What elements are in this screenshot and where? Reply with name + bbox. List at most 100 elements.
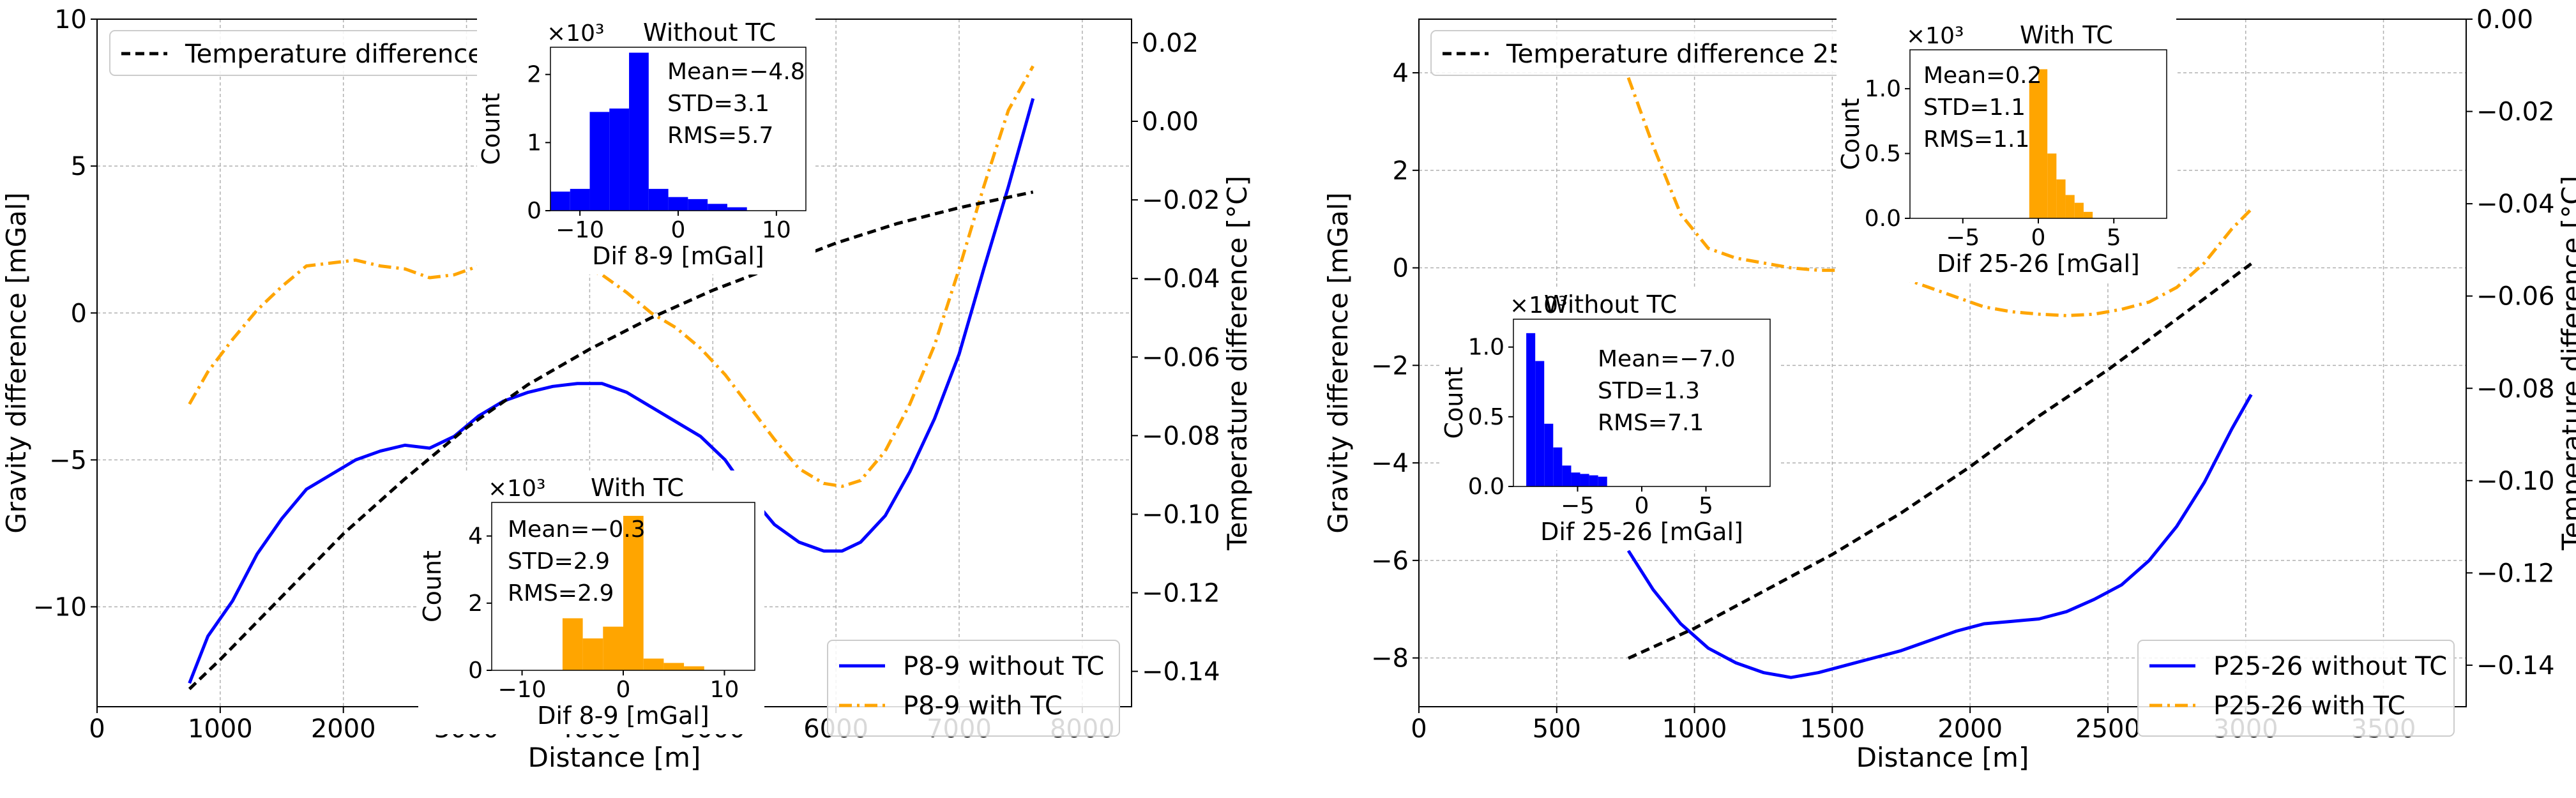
inset-stat-text: RMS=5.7 (667, 123, 773, 149)
inset-title: Without TC (1544, 290, 1677, 319)
x-tick-label: 0 (1411, 714, 1427, 744)
inset-y-label: Count (1837, 98, 1865, 170)
inset-x-tick-label: 10 (710, 677, 739, 703)
y-tick-label: 5 (71, 152, 87, 181)
legend-entry-label: P25-26 with TC (2213, 691, 2406, 721)
y2-tick-label: −0.10 (1142, 500, 1220, 529)
legend-entry-label: P25-26 without TC (2213, 652, 2447, 681)
legend-entry-label: P8-9 with TC (903, 691, 1063, 721)
series-line-temperature-difference-8-9 (188, 190, 1034, 691)
y-tick-label: 0 (71, 299, 87, 328)
y2-tick-label: −0.10 (2476, 467, 2555, 496)
inset-x-label: Dif 8-9 [mGal] (537, 702, 709, 730)
histogram-bar (1580, 474, 1589, 486)
inset-x-tick-label: 0 (616, 677, 631, 703)
inset-histogram-2: −10 0 10 0 2 4×10³ With TC Dif 8-9 [mGal] Count M… (418, 471, 764, 734)
inset-y-tick-label: 0.5 (1468, 404, 1504, 430)
inset-y-label: Count (477, 93, 505, 165)
x-tick-label: 1500 (1799, 714, 1865, 744)
legend-entry-label: P8-9 without TC (903, 652, 1104, 681)
inset-stat-text: RMS=7.1 (1598, 410, 1704, 436)
histogram-bar (643, 658, 664, 670)
y2-tick-label: −0.12 (1142, 579, 1220, 608)
y2-tick-label: 0.00 (2476, 5, 2533, 34)
legend-lower-frame (2137, 640, 2455, 737)
histogram-bar (1589, 475, 1598, 486)
inset-y-tick-label: 1.0 (1865, 76, 1901, 102)
y-tick-label: −5 (49, 446, 87, 475)
y-axis-label: Gravity difference [mGal] (1, 192, 32, 534)
y2-tick-label: −0.08 (2476, 374, 2555, 403)
inset-y-tick-label: 0 (527, 198, 542, 224)
inset-x-label: Dif 25-26 [mGal] (1937, 250, 2140, 278)
y2-tick-label: −0.06 (2476, 282, 2555, 312)
inset-stat-text: STD=2.9 (508, 548, 610, 575)
inset-x-tick-label: −5 (1946, 225, 1980, 251)
histogram-bar (668, 197, 688, 211)
y2-tick-label: −0.08 (1142, 421, 1220, 451)
histogram-bar (582, 638, 603, 670)
y-tick-label: 2 (1393, 156, 1409, 186)
inset-x-tick-label: 5 (1699, 493, 1713, 519)
y2-tick-label: 0.02 (1142, 29, 1199, 58)
histogram-bar (648, 188, 669, 211)
inset-stat-text: STD=1.3 (1598, 378, 1700, 404)
inset-stat-text: RMS=1.1 (1923, 126, 2029, 153)
inset-x-tick-label: 0 (1635, 493, 1649, 519)
inset-x-tick-label: −5 (1561, 493, 1595, 519)
histogram-bar (562, 618, 583, 670)
histogram-bar (2047, 153, 2057, 218)
histogram-bar (684, 666, 704, 670)
y-tick-label: 0 (1393, 254, 1409, 283)
inset-stat-text: RMS=2.9 (508, 580, 614, 606)
histogram-bar (629, 52, 649, 211)
inset-stat-text: Mean=−4.8 (667, 59, 805, 85)
inset-x-label: Dif 25-26 [mGal] (1540, 518, 1743, 546)
inset-histogram-1: −5 0 5 0.0 0.5 1.0 ×10³ With TC Dif 25-26 [mGal]… (1837, 18, 2176, 282)
inset-y-label: Count (418, 550, 446, 622)
inset-background (1440, 287, 1780, 550)
x-tick-label: 2500 (2075, 714, 2140, 744)
x-tick-label: 0 (89, 714, 105, 744)
inset-y-tick-label: 2 (468, 591, 483, 617)
inset-exponent: ×10³ (488, 476, 545, 502)
histogram-bar (2083, 211, 2093, 218)
inset-background (418, 471, 764, 734)
histogram-bar (603, 626, 623, 670)
inset-x-label: Dif 8-9 [mGal] (592, 242, 764, 270)
inset-background (1837, 18, 2176, 282)
y2-axis-label: Temperature difference [°C] (2556, 176, 2576, 551)
series-line-p25-26-with-tc (1626, 77, 2253, 317)
inset-x-tick-label: −10 (498, 677, 547, 703)
inset-exponent: ×10³ (547, 20, 604, 47)
y-tick-label: 4 (1393, 59, 1409, 88)
y-tick-label: −6 (1371, 546, 1409, 576)
y2-tick-label: −0.04 (2476, 190, 2555, 219)
inset-x-tick-label: 5 (2107, 225, 2121, 251)
y-axis-label: Gravity difference [mGal] (1322, 192, 1354, 534)
inset-y-tick-label: 0.5 (1865, 140, 1901, 167)
y2-axis-label: Temperature difference [°C] (1222, 176, 1253, 551)
y2-tick-label: 0.00 (1142, 107, 1199, 137)
histogram-bar (688, 199, 708, 211)
histogram-bar (1535, 361, 1545, 486)
inset-title: With TC (591, 474, 684, 502)
x-tick-label: 1000 (1662, 714, 1727, 744)
histogram-bar (2065, 195, 2075, 218)
chart-panel-2: 0500100015002000250030003500−8−6−4−2024−… (1322, 5, 2576, 773)
charts-root: 010002000300040005000600070008000−10−505… (1, 5, 2576, 773)
inset-stat-text: STD=1.1 (1923, 94, 2026, 121)
inset-stat-text: Mean=0.2 (1923, 63, 2042, 89)
inset-y-tick-label: 1.0 (1468, 335, 1504, 361)
series-line-p8-9-without-tc (188, 98, 1035, 684)
series-line-p25-26-without-tc (1626, 393, 2253, 679)
histogram-bar (727, 207, 747, 211)
histogram-bar (1571, 472, 1580, 486)
inset-x-tick-label: 10 (762, 217, 791, 243)
histogram-bar (2056, 179, 2066, 218)
histogram-bar (2038, 69, 2048, 218)
inset-title: With TC (2020, 21, 2113, 49)
inset-title: Without TC (643, 19, 776, 47)
x-tick-label: 1000 (188, 714, 253, 744)
